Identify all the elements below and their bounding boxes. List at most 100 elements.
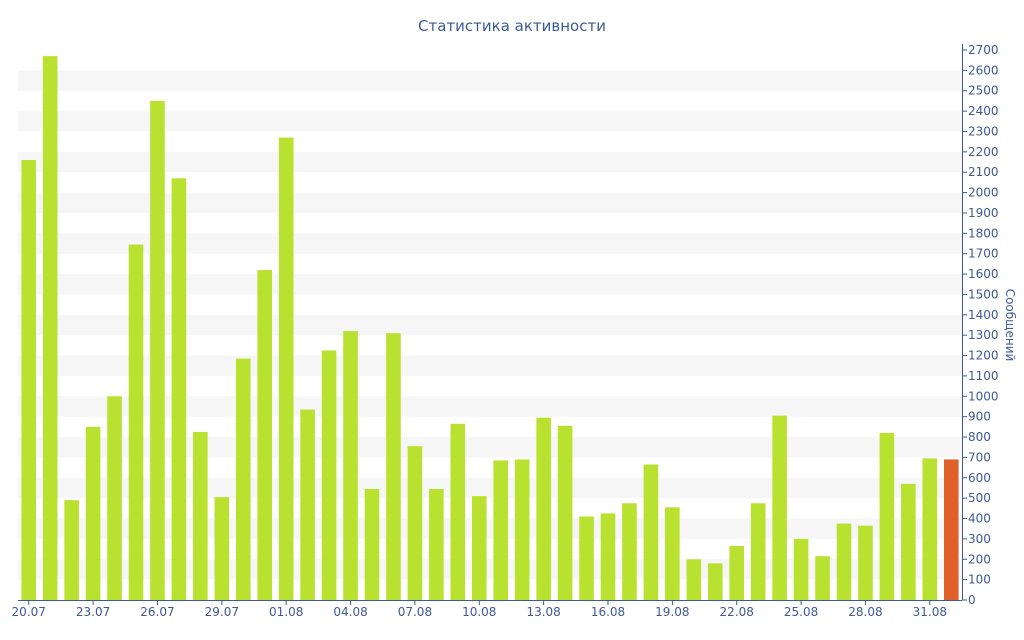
bar-28.07 bbox=[193, 431, 208, 600]
y-tick-label: 1600 bbox=[968, 267, 999, 281]
y-tick-label: 2600 bbox=[968, 63, 999, 77]
y-tick-label: 2300 bbox=[968, 124, 999, 138]
bar-01.09 bbox=[943, 459, 959, 600]
bar-12.08 bbox=[514, 459, 530, 600]
grid-band bbox=[18, 233, 962, 254]
y-tick-label: 1100 bbox=[968, 369, 999, 383]
y-tick-label: 700 bbox=[968, 450, 991, 464]
bar-04.08 bbox=[343, 331, 358, 600]
bar-23.08 bbox=[750, 503, 766, 600]
bar-15.08 bbox=[579, 516, 594, 600]
bar-31.08 bbox=[922, 458, 938, 600]
bar-03.08 bbox=[321, 350, 337, 600]
x-tick-label: 07.08 bbox=[398, 605, 432, 619]
grid-band bbox=[18, 355, 962, 376]
y-tick-label: 2700 bbox=[968, 43, 999, 57]
bar-20.08 bbox=[686, 559, 702, 600]
x-tick-label: 29.07 bbox=[205, 605, 239, 619]
y-tick-label: 2200 bbox=[968, 145, 999, 159]
y-axis-ticks: 0 100 200 300 400 500 600 700 800 900 1000 1100 1200… bbox=[962, 43, 999, 607]
x-tick-label: 23.07 bbox=[76, 605, 110, 619]
y-tick-label: 2000 bbox=[968, 186, 999, 200]
y-tick-label: 1700 bbox=[968, 247, 999, 261]
bar-29.08 bbox=[879, 432, 895, 600]
y-tick-label: 1300 bbox=[968, 328, 999, 342]
x-tick-label: 13.08 bbox=[526, 605, 560, 619]
bar-01.08 bbox=[278, 137, 294, 600]
x-tick-label: 19.08 bbox=[655, 605, 689, 619]
x-tick-label: 20.07 bbox=[12, 605, 46, 619]
bar-14.08 bbox=[557, 425, 573, 600]
x-tick-label: 10.08 bbox=[462, 605, 496, 619]
grid-band bbox=[18, 477, 962, 499]
x-tick-label: 31.08 bbox=[913, 605, 947, 619]
bar-17.08 bbox=[622, 503, 637, 600]
x-tick-label: 22.08 bbox=[720, 605, 754, 619]
bar-06.08 bbox=[386, 333, 401, 600]
bar-16.08 bbox=[600, 513, 616, 600]
bar-25.08 bbox=[793, 538, 809, 600]
bar-18.08 bbox=[643, 464, 659, 600]
grid-band bbox=[18, 274, 962, 295]
bar-28.08 bbox=[858, 525, 873, 600]
bar-24.08 bbox=[772, 415, 787, 600]
bar-19.08 bbox=[665, 507, 680, 600]
grid-band bbox=[18, 518, 962, 539]
bar-20.07 bbox=[21, 160, 37, 600]
y-tick-label: 2100 bbox=[968, 165, 999, 179]
x-tick-label: 16.08 bbox=[591, 605, 625, 619]
y-axis-label: Сообщений bbox=[1003, 289, 1017, 362]
y-tick-label: 900 bbox=[968, 410, 991, 424]
grid-band bbox=[18, 151, 962, 173]
y-tick-label: 0 bbox=[968, 593, 976, 607]
bar-21.08 bbox=[707, 563, 723, 600]
bar-25.07 bbox=[128, 244, 144, 601]
x-tick-label: 04.08 bbox=[333, 605, 367, 619]
y-tick-label: 1000 bbox=[968, 389, 999, 403]
grid-bands bbox=[18, 70, 962, 580]
grid-band bbox=[18, 111, 962, 132]
axes-group bbox=[18, 44, 963, 601]
x-tick-label: 01.08 bbox=[269, 605, 303, 619]
grid-band bbox=[18, 70, 962, 91]
y-tick-label: 100 bbox=[968, 573, 991, 587]
y-tick-label: 2500 bbox=[968, 84, 999, 98]
x-tick-label: 26.07 bbox=[140, 605, 174, 619]
bar-26.08 bbox=[815, 556, 830, 600]
grid-band bbox=[18, 396, 962, 417]
bar-24.07 bbox=[107, 396, 122, 600]
bar-07.08 bbox=[407, 446, 423, 600]
bar-26.07 bbox=[150, 100, 165, 601]
bar-05.08 bbox=[364, 488, 380, 600]
y-tick-label: 500 bbox=[968, 491, 991, 505]
chart-title: Статистика активности bbox=[418, 17, 606, 35]
y-tick-label: 1200 bbox=[968, 349, 999, 363]
y-tick-label: 800 bbox=[968, 430, 991, 444]
bar-22.07 bbox=[64, 500, 79, 600]
y-tick-label: 200 bbox=[968, 552, 991, 566]
y-tick-label: 1500 bbox=[968, 287, 999, 301]
bar-11.08 bbox=[493, 460, 509, 600]
bar-30.07 bbox=[235, 358, 251, 600]
x-axis-ticks: 20.07 23.07 26.07 29.07 01.08 04.08 07.08 10.08… bbox=[12, 600, 947, 619]
x-tick-label: 28.08 bbox=[848, 605, 882, 619]
bar-21.07 bbox=[42, 56, 58, 601]
bar-02.08 bbox=[300, 409, 315, 600]
bar-27.08 bbox=[836, 523, 852, 600]
y-tick-label: 400 bbox=[968, 512, 991, 526]
bar-23.07 bbox=[85, 426, 101, 600]
bars-group bbox=[21, 56, 959, 601]
bar-31.07 bbox=[257, 270, 273, 600]
grid-band bbox=[18, 192, 962, 213]
bar-22.08 bbox=[729, 546, 745, 600]
grid-band bbox=[18, 437, 962, 458]
y-tick-label: 600 bbox=[968, 471, 991, 485]
y-tick-label: 1800 bbox=[968, 226, 999, 240]
bar-27.07 bbox=[171, 178, 187, 600]
grid-band bbox=[18, 314, 962, 336]
y-tick-label: 2400 bbox=[968, 104, 999, 118]
bar-30.08 bbox=[901, 483, 916, 600]
y-tick-label: 1400 bbox=[968, 308, 999, 322]
